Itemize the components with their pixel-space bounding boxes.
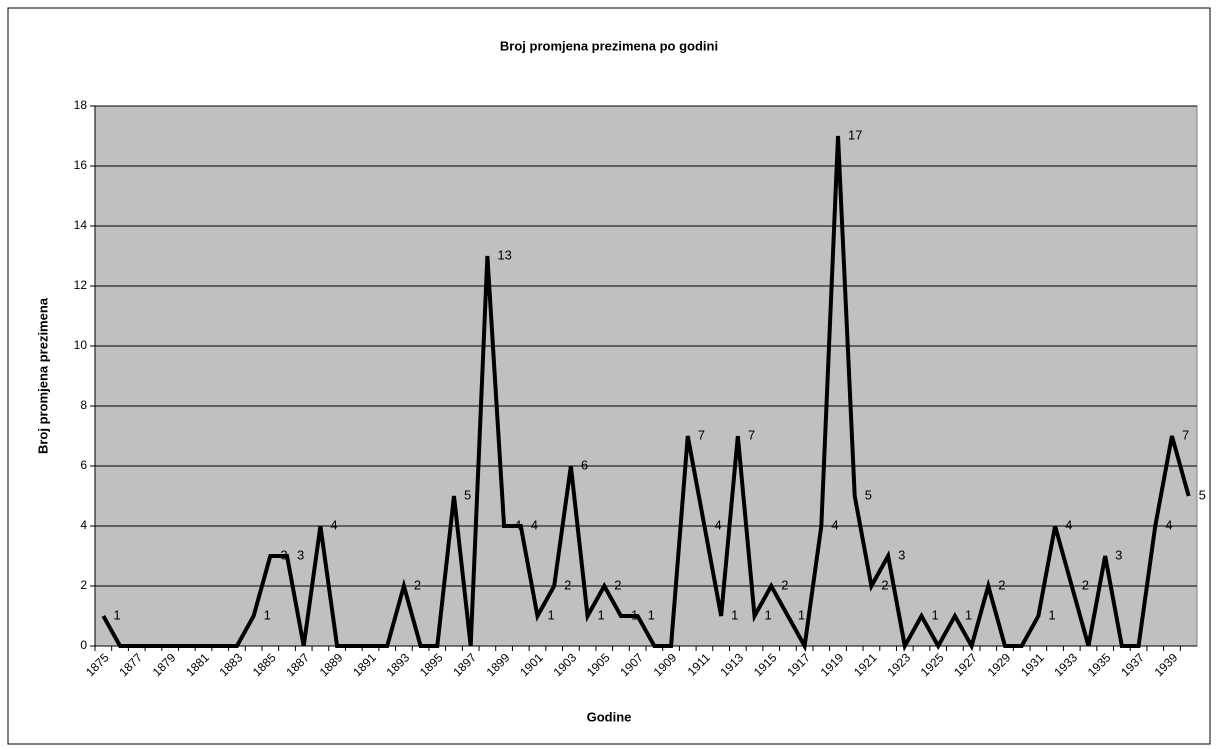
y-tick-label: 2 [80, 578, 87, 592]
data-label: 1 [264, 607, 271, 622]
data-label: 4 [1165, 517, 1172, 532]
data-label: 13 [497, 247, 511, 262]
data-label: 2 [881, 577, 888, 592]
data-label: 4 [831, 517, 838, 532]
data-label: 5 [1199, 487, 1206, 502]
data-label: 2 [998, 577, 1005, 592]
data-label: 6 [581, 457, 588, 472]
data-label: 7 [748, 427, 755, 442]
data-label: 1 [765, 607, 772, 622]
data-label: 4 [1065, 517, 1072, 532]
data-label: 2 [781, 577, 788, 592]
data-label: 4 [714, 517, 721, 532]
y-tick-label: 0 [80, 638, 87, 652]
data-label: 2 [614, 577, 621, 592]
data-label: 1 [648, 607, 655, 622]
data-label: 3 [898, 547, 905, 562]
y-tick-label: 18 [74, 98, 88, 112]
data-label: 3 [1115, 547, 1122, 562]
data-label: 1 [631, 607, 638, 622]
data-label: 1 [113, 607, 120, 622]
y-tick-label: 6 [80, 458, 87, 472]
data-label: 3 [280, 547, 287, 562]
data-label: 17 [848, 127, 862, 142]
data-label: 5 [865, 487, 872, 502]
data-label: 5 [464, 487, 471, 502]
y-tick-label: 8 [80, 398, 87, 412]
data-label: 4 [514, 517, 521, 532]
data-label: 1 [547, 607, 554, 622]
data-label: 1 [1048, 607, 1055, 622]
data-label: 1 [798, 607, 805, 622]
x-axis-title: Godine [587, 709, 632, 724]
data-label: 1 [598, 607, 605, 622]
chart-title: Broj promjena prezimena po godini [500, 38, 718, 53]
data-label: 2 [1082, 577, 1089, 592]
y-tick-label: 16 [74, 158, 88, 172]
y-tick-label: 10 [74, 338, 88, 352]
data-label: 2 [414, 577, 421, 592]
data-label: 3 [297, 547, 304, 562]
y-tick-label: 14 [74, 218, 88, 232]
data-label: 4 [531, 517, 538, 532]
plot-area [94, 105, 1198, 647]
data-label: 1 [932, 607, 939, 622]
data-label: 1 [965, 607, 972, 622]
y-axis-title: Broj promjena prezimena [35, 297, 50, 454]
data-label: 2 [564, 577, 571, 592]
data-label: 4 [330, 517, 337, 532]
data-label: 7 [1182, 427, 1189, 442]
line-series [101, 135, 1191, 653]
y-tick-label: 4 [80, 518, 87, 532]
y-tick-label: 12 [74, 278, 88, 292]
data-label: 7 [698, 427, 705, 442]
data-label: 1 [731, 607, 738, 622]
